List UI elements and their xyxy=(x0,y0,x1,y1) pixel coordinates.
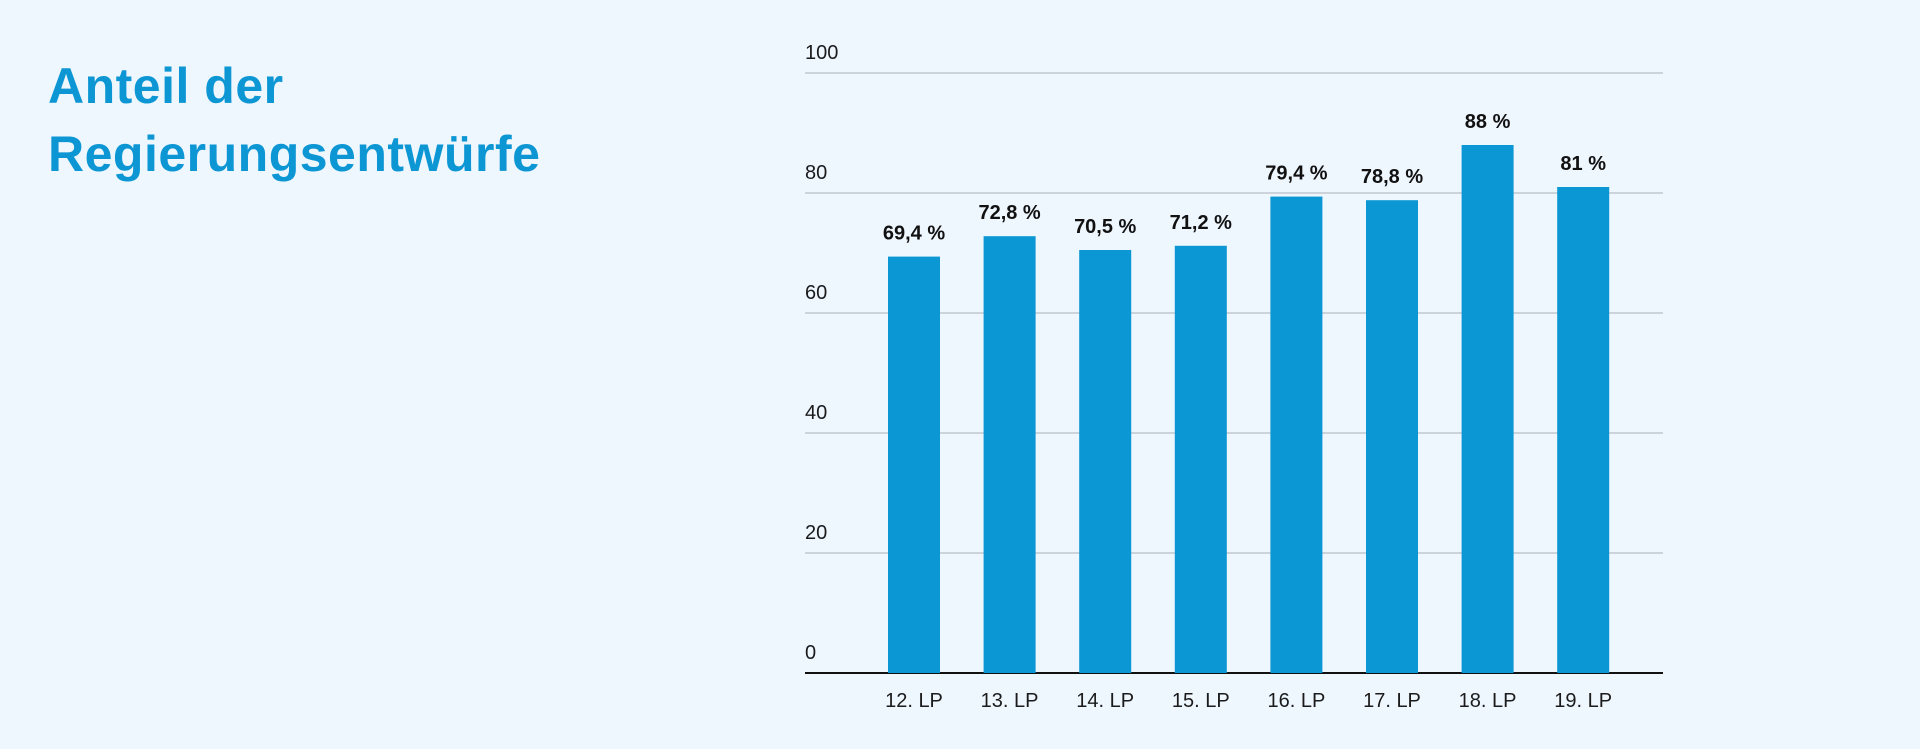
data-label: 69,4 % xyxy=(883,223,945,245)
x-tick-label: 15. LP xyxy=(1172,690,1230,712)
x-tick-label: 13. LP xyxy=(981,690,1039,712)
bar-16-lp xyxy=(1270,196,1323,673)
data-label: 71,2 % xyxy=(1170,212,1232,234)
y-tick-label: 0 xyxy=(805,642,816,664)
bar-18-lp xyxy=(1461,145,1514,673)
data-label: 78,8 % xyxy=(1361,166,1423,188)
bar-14-lp xyxy=(1079,250,1132,673)
data-label: 72,8 % xyxy=(978,202,1040,224)
x-tick-label: 19. LP xyxy=(1554,690,1612,712)
bar-17-lp xyxy=(1366,200,1418,673)
x-tick-label: 12. LP xyxy=(885,690,943,712)
y-tick-label: 60 xyxy=(805,282,827,304)
y-tick-label: 100 xyxy=(805,42,838,64)
y-tick-label: 20 xyxy=(805,522,827,544)
bar-13-lp xyxy=(983,236,1036,673)
bar-15-lp xyxy=(1174,245,1227,674)
data-label: 70,5 % xyxy=(1074,216,1136,238)
y-tick-label: 40 xyxy=(805,402,827,424)
data-label: 88 % xyxy=(1465,111,1511,133)
data-label: 81 % xyxy=(1560,153,1606,175)
labels: 0 20 40 60 80 100 69,4 % 12. LP 72,8 % 13. LP 70,5… xyxy=(805,42,1612,712)
data-label: 79,4 % xyxy=(1265,163,1327,185)
x-tick-label: 17. LP xyxy=(1363,690,1421,712)
bar-19-lp xyxy=(1557,187,1610,673)
x-tick-label: 14. LP xyxy=(1076,690,1134,712)
gridlines xyxy=(805,72,1663,674)
x-tick-label: 16. LP xyxy=(1267,690,1325,712)
y-tick-label: 80 xyxy=(805,162,827,184)
x-tick-label: 18. LP xyxy=(1459,690,1517,712)
bars xyxy=(888,145,1610,674)
chart-title: Anteil der Regierungsentwürfe xyxy=(48,58,541,182)
bar-12-lp xyxy=(888,256,940,673)
